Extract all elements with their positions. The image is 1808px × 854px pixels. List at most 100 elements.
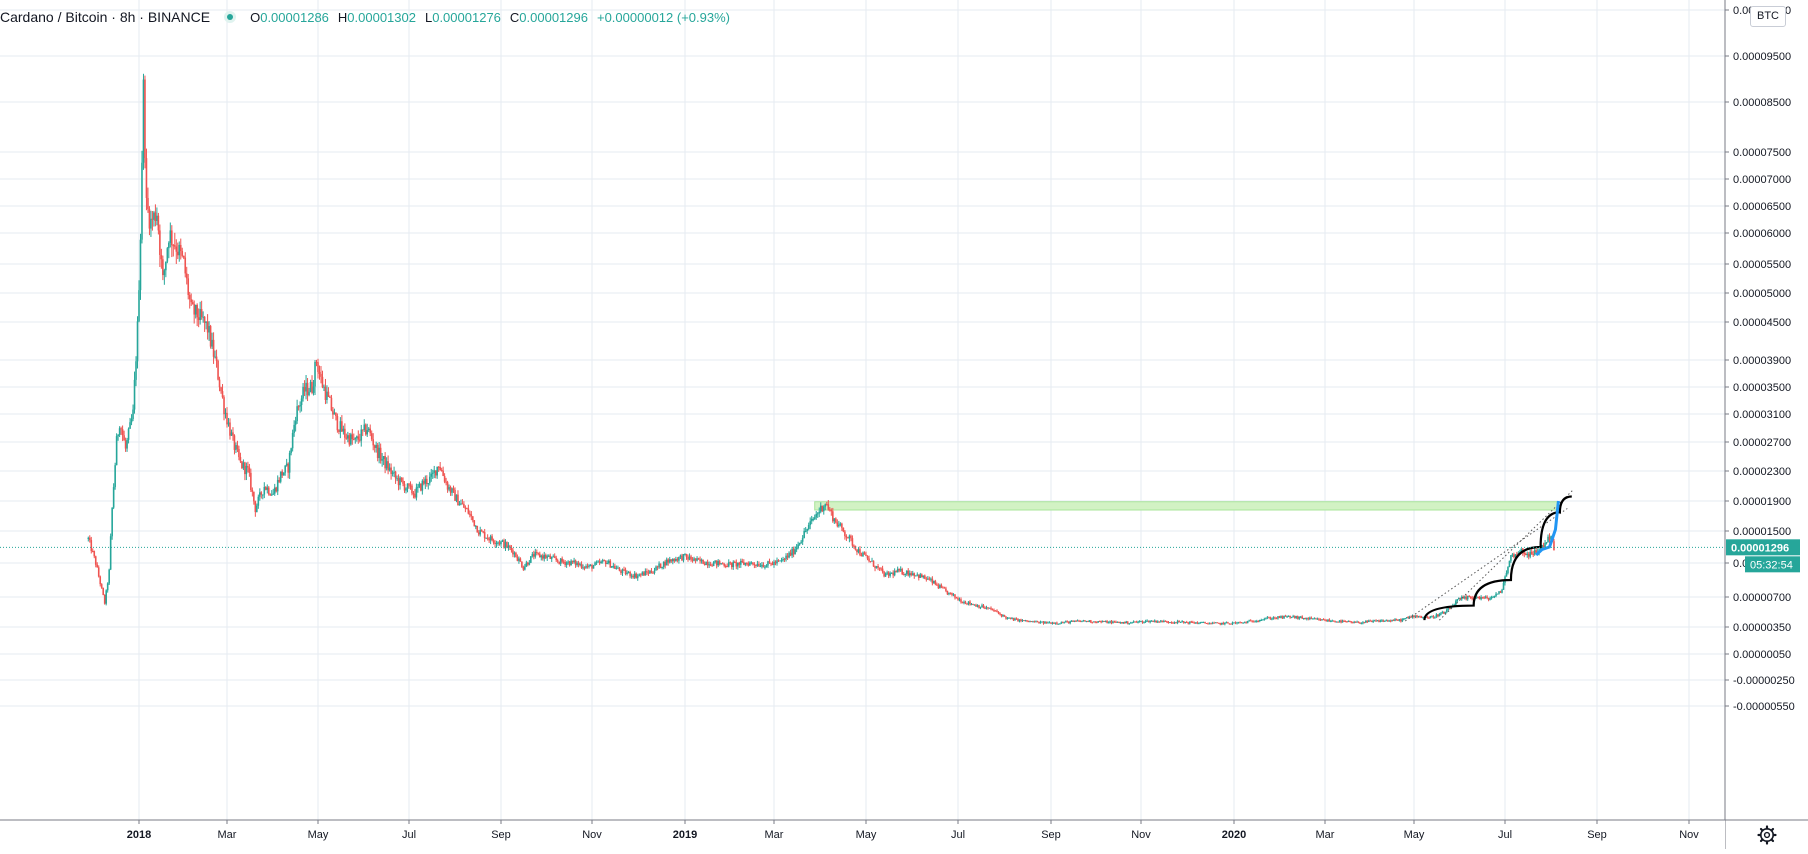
candle-body [1062,622,1064,624]
candle-body [354,437,357,440]
candle-body [266,487,269,490]
candle-body [1239,622,1241,624]
candle-body [533,554,535,557]
candle-body [115,436,118,466]
candle-body [1353,621,1355,623]
candle-body [235,445,237,450]
candle-body [779,560,781,562]
price-tick-label: 0.00006500 [1733,201,1791,213]
price-tick-label: 0.00008500 [1733,97,1791,109]
candle-body [592,565,595,569]
candle-body [1422,617,1424,619]
candle-body [1213,622,1215,624]
candle-body [904,573,907,575]
candle-body [118,428,121,435]
time-tick-label: Sep [1041,829,1061,841]
candle-body [498,542,501,545]
candle-body [218,379,221,388]
candle-body [257,496,260,506]
candle-body [324,386,327,400]
candle-body [958,599,961,601]
candle-body [394,471,397,479]
candle-body [1321,619,1323,621]
candle-body [291,432,294,449]
candle-body [315,361,318,363]
candle-body [696,558,698,561]
candle-body [522,567,525,570]
candle-body [205,321,207,323]
candle-body [1143,622,1145,624]
candle-body [1146,620,1148,622]
candle-body [732,561,735,568]
candle-body [300,398,303,406]
candle-body [905,570,908,574]
candle-body [1437,614,1439,617]
candle-body [952,594,955,596]
candle-body [412,493,415,495]
candle-body [588,565,590,567]
candle-body [1328,619,1331,622]
candle-body [567,561,569,563]
candle-body [694,558,697,561]
candle-body [1274,617,1276,619]
candle-body [93,551,96,557]
candle-body [744,563,747,565]
currency-button[interactable]: BTC [1750,6,1786,27]
candle-body [658,563,660,568]
candle-body [1246,621,1249,624]
candle-body [765,565,768,568]
candle-body [556,560,559,562]
candle-body [1441,612,1444,614]
candle-body [150,218,152,229]
candle-body [1149,620,1151,623]
resistance-zone [814,501,1559,511]
candle-body [370,433,373,440]
candle-body [400,477,403,481]
candle-body [573,560,575,563]
candle-body [541,555,544,559]
candle-body [963,601,965,604]
candle-body [609,560,612,568]
candle-body [317,362,319,373]
time-tick-label: 2018 [127,829,151,841]
candle-body [1112,621,1114,624]
candle-body [1217,622,1220,624]
candle-body [764,567,766,569]
candle-body [379,447,382,461]
candle-body [402,480,404,484]
candle-body [839,523,842,525]
candle-body [824,504,827,507]
candle-body [898,568,900,571]
candle-body [1236,622,1238,624]
candle-body [262,494,264,496]
candle-body [1092,621,1095,623]
symbol-title[interactable]: Cardano / Bitcoin · 8h · BINANCE [0,9,211,25]
candle-body [99,576,102,585]
candle-body [1524,553,1527,555]
candle-body [656,566,659,568]
candle-body [440,470,443,472]
candle-body [1535,550,1537,553]
candle-body [558,561,560,564]
candle-body [366,430,369,435]
gear-icon[interactable] [1757,825,1777,845]
candle-body [636,575,639,579]
candle-body [1107,622,1110,624]
candle-body [256,505,258,513]
candle-body [1231,622,1234,625]
candle-body [181,251,184,256]
candle-body [1502,582,1505,590]
candle-body [706,561,709,566]
candle-body [1307,618,1310,620]
candle-body [976,605,979,607]
candle-body [1388,620,1390,622]
candle-body [1302,617,1305,619]
candle-body [518,558,520,561]
candle-body [293,424,295,433]
candle-body [785,555,787,560]
candle-body [1251,620,1253,622]
candle-body [339,421,342,432]
candle-body [1185,621,1188,623]
